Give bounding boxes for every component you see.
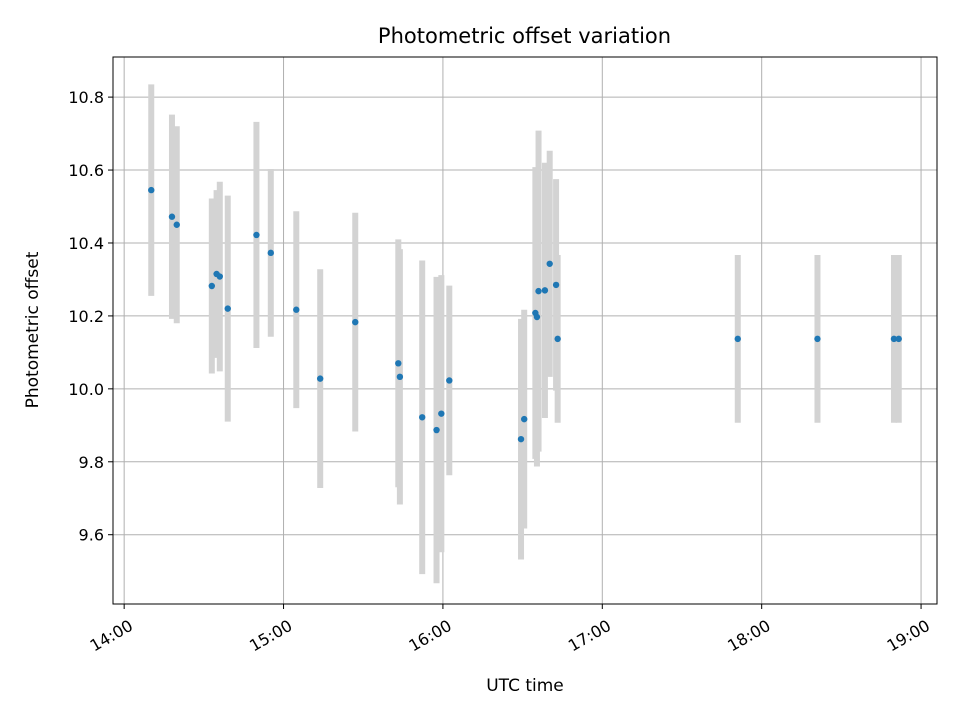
y-tick-label: 9.6 xyxy=(79,526,104,545)
x-axis-ticks: 14:00 15:00 16:00 17:00 18:00 19:00 xyxy=(87,604,933,655)
data-point xyxy=(208,282,216,290)
data-point xyxy=(814,335,821,343)
y-axis-label: Photometric offset xyxy=(23,251,43,408)
y-tick-label: 10.8 xyxy=(68,88,104,107)
y-tick-label: 10.6 xyxy=(68,161,104,180)
data-point xyxy=(438,410,445,417)
data-point xyxy=(395,360,402,367)
x-tick-label: 15:00 xyxy=(246,616,295,656)
data-point xyxy=(433,426,440,434)
x-tick-label: 18:00 xyxy=(724,616,773,656)
data-points xyxy=(148,186,902,443)
data-point xyxy=(316,375,324,382)
x-tick-label: 16:00 xyxy=(405,616,454,656)
data-point xyxy=(418,414,426,421)
data-point xyxy=(734,335,741,343)
data-point xyxy=(521,415,528,423)
plot-frame xyxy=(112,56,938,605)
data-point xyxy=(293,306,300,313)
y-tick-label: 10.0 xyxy=(68,380,104,399)
data-point xyxy=(173,221,180,228)
data-point xyxy=(890,335,898,343)
data-point xyxy=(396,373,404,381)
data-point xyxy=(541,287,549,294)
data-point xyxy=(168,213,176,220)
data-point xyxy=(552,281,560,289)
data-point xyxy=(554,335,561,343)
y-tick-label: 10.2 xyxy=(68,307,104,326)
x-tick-label: 19:00 xyxy=(884,616,933,656)
data-point xyxy=(895,335,902,343)
data-point xyxy=(446,377,453,384)
chart-title: Photometric offset variation xyxy=(378,24,671,48)
data-point xyxy=(216,273,223,280)
y-tick-label: 9.8 xyxy=(79,453,104,472)
data-point xyxy=(517,435,525,443)
x-tick-label: 17:00 xyxy=(565,616,614,656)
x-tick-label: 14:00 xyxy=(87,616,136,656)
data-point xyxy=(267,249,274,257)
error-bars xyxy=(148,84,902,584)
y-axis-ticks: 9.6 9.8 10.0 10.2 10.4 10.6 10.8 xyxy=(68,88,113,545)
data-point xyxy=(535,287,542,295)
data-point xyxy=(546,260,553,267)
data-point xyxy=(352,318,359,326)
data-point xyxy=(148,186,155,194)
y-tick-label: 10.4 xyxy=(68,234,104,253)
data-point xyxy=(224,305,231,312)
x-axis-label: UTC time xyxy=(486,676,564,696)
data-point xyxy=(533,313,541,321)
data-point xyxy=(253,231,260,239)
